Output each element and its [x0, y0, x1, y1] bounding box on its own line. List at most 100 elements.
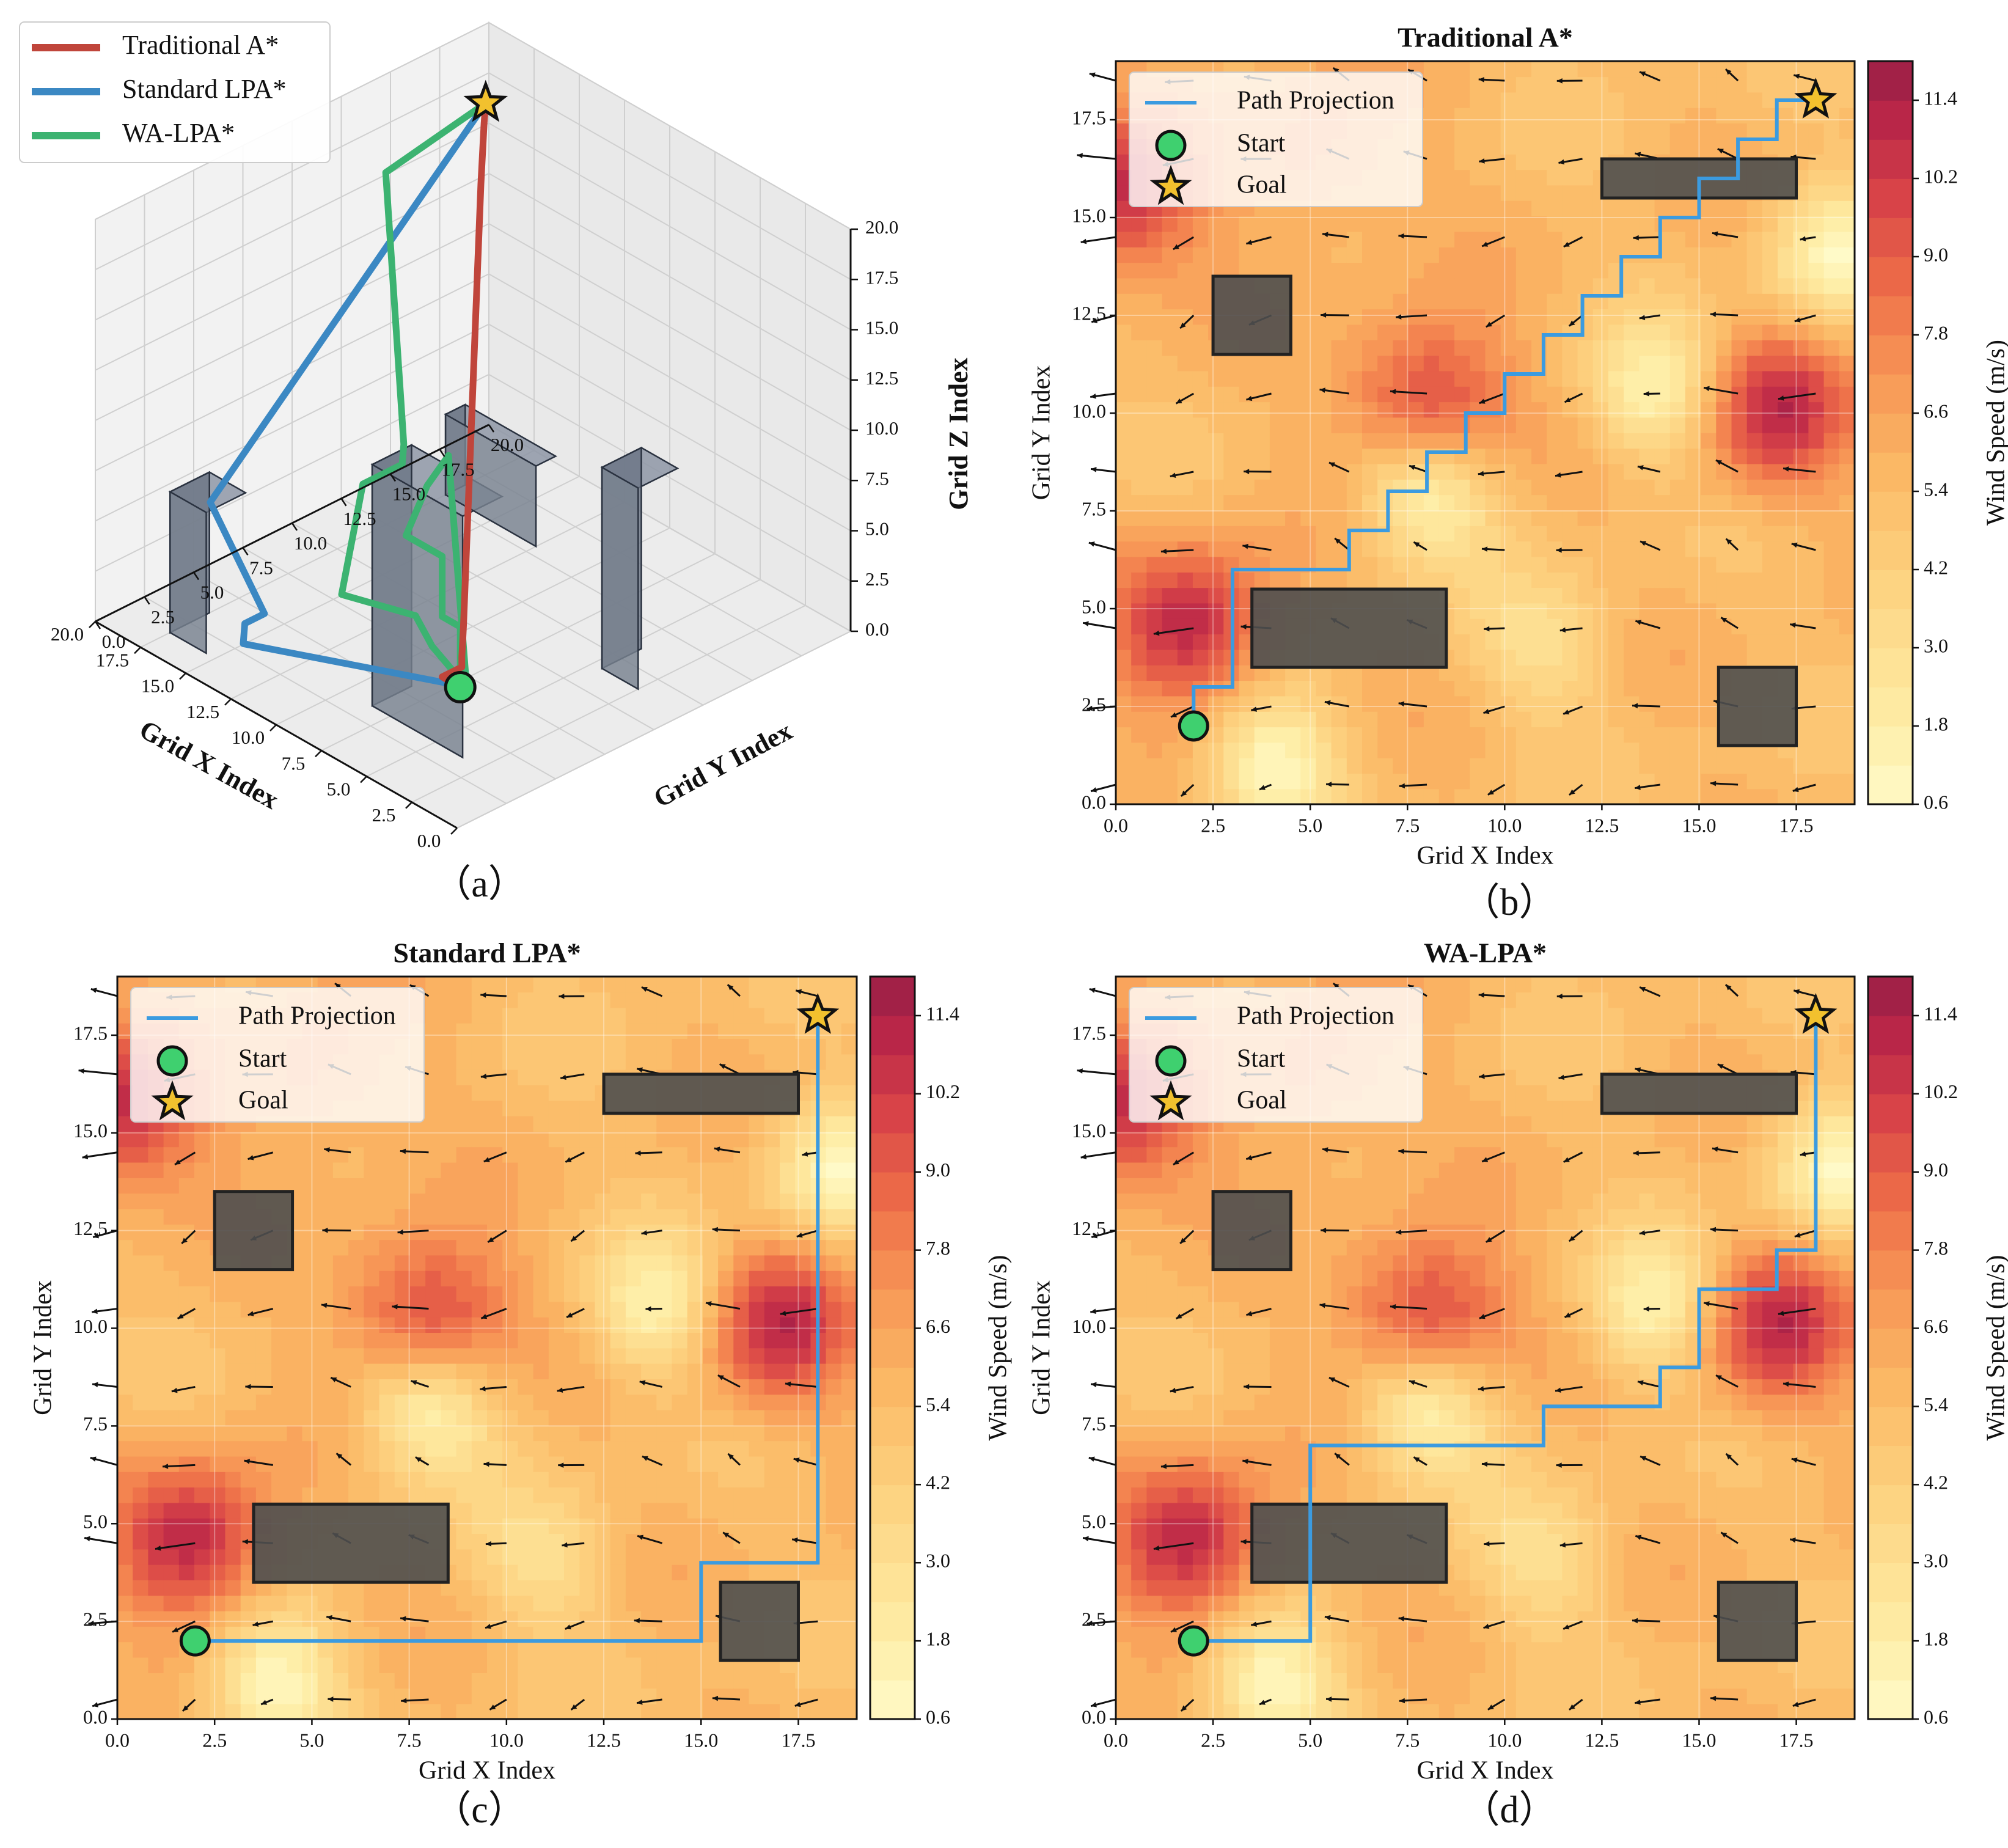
obstacle-box-face — [169, 490, 207, 655]
colorbar-segment — [1868, 1680, 1913, 1720]
legend-start-label: Start — [1237, 1045, 1286, 1073]
wind-arrow-head — [1251, 1621, 1257, 1627]
wind-arrow-head — [785, 1381, 791, 1387]
x-tick-label: 0.0 — [105, 1729, 130, 1751]
wind-arrow-head — [90, 988, 97, 993]
colorbar-segment — [1868, 335, 1913, 375]
wind-arrow-head — [1398, 1148, 1404, 1154]
wind-arrow-head — [1482, 241, 1489, 247]
y-tick-label: 12.5 — [1072, 302, 1106, 324]
wind-arrow-head — [1556, 78, 1563, 84]
wind-arrow-head — [1083, 621, 1089, 626]
y-tick-label: 2.5 — [1082, 1608, 1106, 1630]
wind-arrow-head — [1487, 1704, 1494, 1710]
wind-arrow-head — [719, 1064, 726, 1069]
wind-arrow-head — [1396, 1229, 1402, 1235]
wind-arrow-head — [1635, 1067, 1641, 1072]
y-tick-label: 12.5 — [1072, 1217, 1106, 1239]
obstacle — [252, 1502, 450, 1584]
wind-arrow-head — [1089, 988, 1096, 993]
wind-arrow-head — [1632, 1618, 1638, 1624]
wind-arrow-head — [1090, 1308, 1096, 1314]
wind-arrow-head — [1481, 546, 1488, 552]
wind-arrow-head — [1246, 1311, 1253, 1316]
wind-arrow-head — [1153, 1545, 1160, 1551]
caption-c: （c） — [433, 1789, 526, 1831]
y-tick-label: 7.5 — [249, 557, 273, 578]
wind-arrow-head — [392, 1304, 398, 1310]
x-tick — [450, 827, 458, 835]
wind-arrow-head — [1321, 312, 1327, 318]
wind-arrow — [1080, 236, 1116, 243]
wind-arrow-head — [1173, 1159, 1179, 1165]
wind-arrow-head — [1778, 1310, 1784, 1316]
wind-arrow-head — [1086, 705, 1093, 711]
colorbar-segment — [870, 1132, 915, 1173]
wind-arrow-head — [1563, 1624, 1570, 1630]
y-tick-label: 20.0 — [491, 434, 524, 455]
colorbar-tick-label: 4.2 — [1924, 556, 1948, 578]
x-tick-label: 15.0 — [684, 1729, 718, 1751]
wind-arrow-head — [1176, 1313, 1182, 1319]
wind-arrow-head — [78, 1068, 84, 1074]
colorbar-segment — [870, 1602, 915, 1641]
wind-arrow-head — [1564, 1312, 1571, 1318]
y-tick-label: 0.0 — [1082, 1706, 1106, 1728]
colorbar-tick-label: 4.2 — [1924, 1472, 1948, 1494]
wind-arrow-head — [1569, 1236, 1575, 1242]
y-tick-label: 10.0 — [73, 1315, 108, 1337]
legend-start-swatch — [1155, 130, 1187, 161]
colorbar-frame — [1867, 975, 1914, 1720]
wind-arrow-head — [1246, 240, 1253, 245]
colorbar-segment — [1868, 1211, 1913, 1251]
y-tick-label: 5.0 — [1082, 1511, 1106, 1533]
colorbar-segment — [1868, 1328, 1913, 1368]
colorbar-segment — [870, 1172, 915, 1212]
wind-arrow-head — [84, 1536, 90, 1542]
wind-arrow-head — [1792, 1701, 1799, 1707]
wind-arrow-head — [637, 1535, 643, 1540]
obstacle — [1250, 587, 1448, 669]
y-axis-label: Grid Y Index — [29, 1280, 57, 1415]
obstacles-3d — [168, 403, 680, 759]
wind-arrow-head — [1483, 708, 1490, 714]
wind-arrow-head — [1563, 1157, 1570, 1162]
wind-arrow-head — [244, 1459, 251, 1464]
legend-b: Path Projection Start Goal — [1129, 72, 1423, 207]
obstacle — [1211, 274, 1292, 356]
legend-path-label: Path Projection — [1237, 1002, 1394, 1030]
x-axis-label: Grid X Index — [419, 1757, 555, 1785]
colorbar-segment — [1868, 139, 1913, 179]
colorbar-segment — [1868, 1641, 1913, 1681]
wind-arrow-head — [1324, 700, 1331, 706]
wind-arrow-head — [1180, 322, 1186, 329]
wind-arrow-head — [1800, 236, 1806, 241]
wind-arrow-head — [1319, 387, 1325, 393]
colorbar-segment — [870, 1250, 915, 1290]
wind-arrow-head — [1478, 992, 1484, 998]
chart-title: WA-LPA* — [1424, 937, 1547, 969]
colorbar-segment — [1868, 726, 1913, 766]
colorbar-segment — [1868, 1250, 1913, 1290]
wind-arrow-head — [1171, 712, 1178, 717]
colorbar-segment — [1868, 257, 1913, 296]
wind-arrow-head — [1484, 626, 1490, 632]
wind-arrow — [84, 1537, 118, 1544]
colorbar-segment — [870, 1406, 915, 1447]
wind-arrow-head — [1180, 1238, 1186, 1244]
wind-arrow-head — [1639, 315, 1646, 320]
wind-arrow-head — [1089, 72, 1096, 78]
wind-arrow-head — [637, 1067, 643, 1072]
wind-arrow-head — [1556, 993, 1563, 999]
colorbar-tick-label: 5.4 — [1924, 478, 1948, 500]
start-marker — [1178, 710, 1209, 742]
colorbar-segment — [1868, 178, 1913, 218]
wind-arrow-head — [639, 1380, 646, 1385]
wind-arrow-head — [558, 1462, 564, 1468]
wind-arrow-head — [182, 1705, 189, 1711]
wind-arrow-head — [1710, 1695, 1717, 1701]
obstacle — [1717, 666, 1798, 747]
obstacle — [602, 1072, 800, 1115]
colorbar-segment — [1868, 570, 1913, 609]
legend-goal-swatch — [1149, 164, 1192, 205]
